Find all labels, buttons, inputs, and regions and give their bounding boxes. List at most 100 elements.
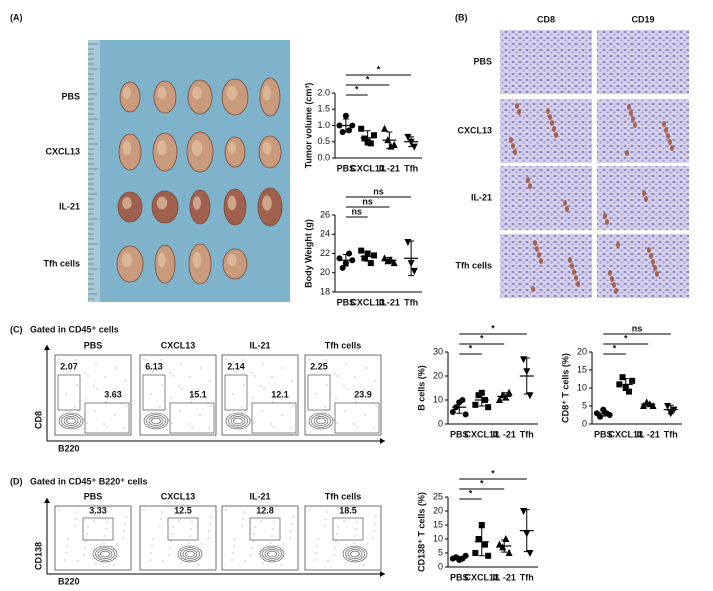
stained-cell [666, 133, 670, 139]
event-dot [343, 385, 345, 387]
event-dot [324, 406, 326, 408]
x-axis-label: B220 [58, 443, 80, 453]
event-dot [199, 557, 201, 559]
stained-cell [563, 200, 567, 206]
panel-label: (D) [10, 476, 23, 486]
event-dot [366, 543, 368, 545]
y-axis-label: B cells (%) [416, 365, 426, 411]
data-point [619, 374, 626, 381]
y-tick-label: 2.0 [317, 87, 330, 97]
stained-cell [552, 126, 556, 132]
data-point [390, 141, 398, 148]
event-dot [181, 555, 183, 557]
stained-cell [670, 145, 674, 151]
panel-title: Gated in CD45⁺ B220⁺ cells [30, 476, 148, 486]
event-dot [94, 513, 96, 515]
row-label: Tfh cells [43, 258, 80, 268]
data-point [459, 397, 466, 403]
event-dot [123, 427, 125, 429]
data-point [367, 140, 374, 147]
event-dot [115, 550, 117, 552]
significance-label: ns [351, 206, 362, 216]
event-dot [250, 419, 252, 421]
contour [151, 417, 161, 425]
event-dot [241, 406, 243, 408]
gate [224, 374, 248, 411]
event-dot [75, 518, 77, 520]
event-dot [170, 540, 172, 542]
data-point [505, 388, 513, 396]
plot-frame [54, 505, 132, 571]
event-dot [354, 376, 356, 378]
error-bar [645, 401, 652, 407]
contour [180, 547, 200, 561]
event-dot [143, 358, 145, 360]
gate [82, 517, 114, 541]
event-dot [242, 359, 244, 361]
event-dot [95, 562, 97, 564]
contour [311, 414, 331, 428]
x-tick-label: CXCL13 [350, 297, 385, 307]
x-tick-label: Tfh [520, 429, 534, 439]
event-dot [103, 542, 105, 544]
contour [143, 412, 169, 430]
y-tick-label: 20 [433, 505, 443, 515]
tumor-highlight [122, 140, 132, 156]
y-axis-label: Body Weight (g) [303, 219, 313, 288]
y-tick-label: 0.5 [317, 136, 330, 146]
data-point [361, 255, 368, 262]
event-dot [353, 542, 355, 544]
event-dot [291, 380, 293, 382]
data-point [371, 252, 378, 259]
tumor-highlight [122, 197, 132, 209]
event-dot [105, 528, 107, 530]
y-tick-label: 30 [433, 346, 443, 356]
x-tick-label: Tfh [404, 297, 418, 307]
significance-label: * [377, 64, 381, 74]
stained-cell [526, 177, 530, 183]
stained-cell [570, 263, 574, 269]
plot-title: Tfh cells [325, 491, 362, 501]
event-dot [314, 559, 316, 561]
stained-cell [572, 269, 576, 275]
event-dot [253, 422, 255, 424]
event-dot [344, 410, 346, 412]
event-dot [317, 371, 319, 373]
y-tick-label: 15 [577, 364, 587, 374]
x-tick-label: IL -21 [637, 429, 660, 439]
row-label: PBS [61, 91, 80, 101]
event-dot [169, 547, 171, 549]
y-tick-label: 5 [582, 400, 587, 410]
stained-cell [509, 137, 513, 143]
event-dot [281, 414, 283, 416]
significance-label: * [469, 343, 473, 353]
error-bar [342, 253, 349, 267]
data-point [472, 401, 479, 408]
event-dot [151, 545, 153, 547]
stained-cell [537, 252, 541, 258]
event-dot [355, 528, 357, 530]
event-dot [124, 523, 126, 525]
data-point [462, 411, 469, 418]
stained-cell [517, 109, 521, 115]
event-dot [209, 523, 211, 525]
event-dot [124, 380, 126, 382]
event-dot [116, 392, 118, 394]
gate [334, 402, 380, 434]
event-dot [210, 405, 212, 407]
event-dot [261, 410, 263, 412]
event-dot [345, 363, 347, 365]
event-dot [83, 419, 85, 421]
event-dot [356, 521, 358, 523]
event-dot [152, 538, 154, 540]
tumor-highlight [191, 140, 203, 156]
tumor-highlight [228, 142, 236, 154]
gate-value: 2.25 [310, 361, 328, 371]
data-point [629, 377, 636, 384]
y-tick-label: 0 [582, 418, 587, 428]
stained-cell [605, 219, 609, 225]
data-point [639, 402, 647, 409]
x-tick-label: PBS [450, 429, 469, 439]
error-bar [342, 118, 349, 133]
stained-cell [633, 122, 637, 128]
